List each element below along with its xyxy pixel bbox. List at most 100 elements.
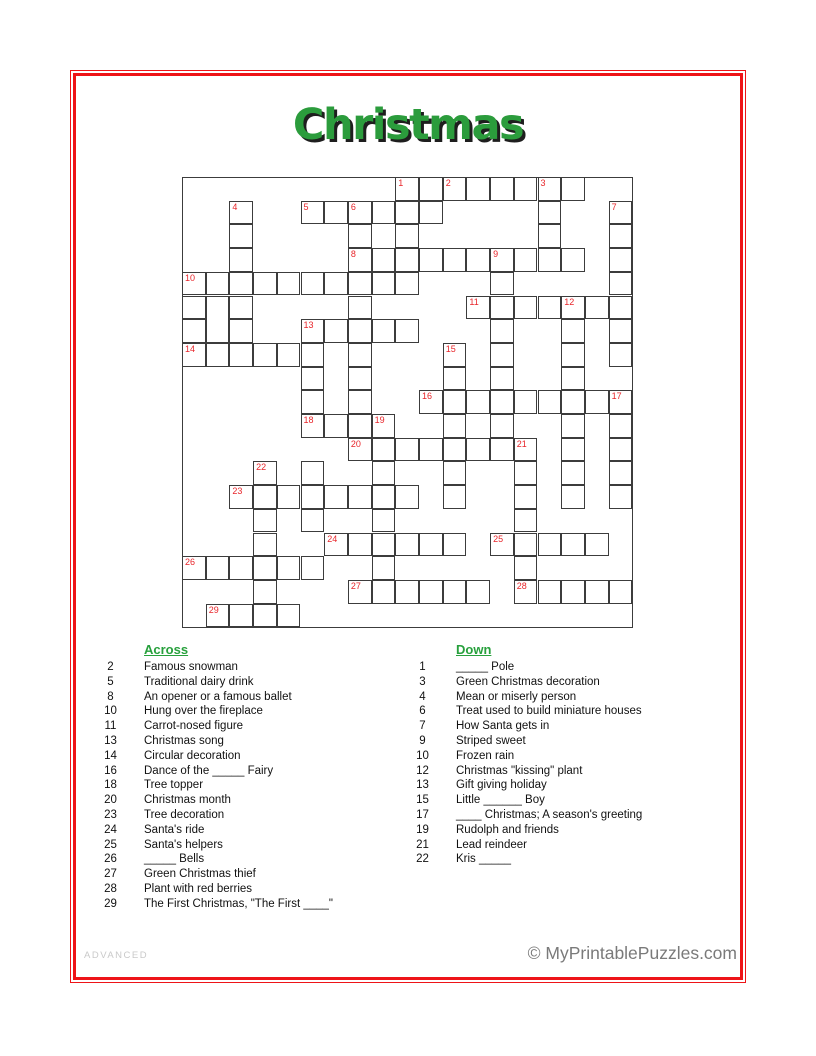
grid-cell[interactable] — [442, 248, 467, 272]
grid-cell[interactable]: 7 — [608, 200, 633, 225]
grid-cell[interactable] — [300, 485, 325, 509]
grid-cell[interactable] — [608, 485, 633, 509]
grid-cell[interactable] — [205, 295, 230, 343]
grid-cell[interactable] — [561, 390, 585, 414]
grid-cell[interactable] — [276, 485, 301, 509]
grid-cell[interactable] — [442, 366, 467, 391]
grid-cell[interactable] — [229, 603, 254, 628]
grid-cell[interactable] — [561, 579, 585, 604]
grid-cell[interactable]: 8 — [347, 248, 372, 272]
grid-cell[interactable]: 4 — [229, 200, 254, 225]
grid-cell[interactable] — [490, 177, 514, 201]
grid-cell[interactable] — [608, 414, 633, 438]
grid-cell[interactable] — [490, 342, 514, 367]
grid-cell[interactable] — [324, 319, 348, 343]
grid-cell[interactable] — [561, 461, 585, 486]
grid-cell[interactable] — [276, 556, 301, 580]
grid-cell[interactable] — [371, 437, 396, 462]
grid-cell[interactable]: 15 — [442, 342, 467, 367]
grid-cell[interactable]: 6 — [347, 200, 372, 225]
grid-cell[interactable] — [419, 579, 443, 604]
grid-cell[interactable] — [229, 319, 254, 343]
grid-cell[interactable]: 2 — [442, 177, 467, 201]
grid-cell[interactable] — [466, 390, 491, 414]
grid-cell[interactable] — [371, 271, 396, 296]
grid-cell[interactable]: 21 — [513, 437, 538, 462]
grid-cell[interactable] — [537, 248, 562, 272]
grid-cell[interactable] — [253, 603, 277, 628]
grid-cell[interactable] — [253, 532, 277, 557]
grid-cell[interactable] — [300, 271, 325, 296]
grid-cell[interactable]: 13 — [300, 319, 325, 343]
grid-cell[interactable] — [182, 319, 206, 343]
grid-cell[interactable] — [371, 461, 396, 486]
grid-cell[interactable] — [395, 200, 419, 225]
grid-cell[interactable]: 19 — [371, 414, 396, 438]
grid-cell[interactable] — [442, 414, 467, 438]
grid-cell[interactable]: 10 — [182, 271, 206, 296]
grid-cell[interactable] — [300, 342, 325, 367]
grid-cell[interactable] — [490, 366, 514, 391]
grid-cell[interactable] — [608, 437, 633, 462]
grid-cell[interactable] — [229, 271, 254, 296]
grid-cell[interactable] — [347, 485, 372, 509]
grid-cell[interactable] — [608, 461, 633, 486]
grid-cell[interactable] — [347, 532, 372, 557]
grid-cell[interactable] — [419, 177, 443, 201]
grid-cell[interactable] — [182, 295, 206, 320]
grid-cell[interactable]: 29 — [205, 603, 230, 628]
grid-cell[interactable] — [371, 508, 396, 533]
grid-cell[interactable] — [324, 414, 348, 438]
grid-cell[interactable] — [513, 248, 538, 272]
grid-cell[interactable] — [442, 437, 467, 462]
grid-cell[interactable] — [276, 271, 301, 296]
grid-cell[interactable] — [229, 295, 254, 320]
grid-cell[interactable] — [537, 200, 562, 225]
grid-cell[interactable] — [419, 532, 443, 557]
grid-cell[interactable] — [300, 508, 325, 533]
grid-cell[interactable] — [513, 556, 538, 580]
grid-cell[interactable] — [561, 319, 585, 343]
grid-cell[interactable] — [395, 579, 419, 604]
grid-cell[interactable] — [490, 390, 514, 414]
grid-cell[interactable] — [584, 295, 609, 320]
grid-cell[interactable] — [395, 248, 419, 272]
grid-cell[interactable] — [300, 556, 325, 580]
grid-cell[interactable] — [490, 437, 514, 462]
grid-cell[interactable] — [608, 319, 633, 343]
grid-cell[interactable]: 28 — [513, 579, 538, 604]
grid-cell[interactable] — [466, 437, 491, 462]
grid-cell[interactable] — [253, 556, 277, 580]
grid-cell[interactable] — [229, 248, 254, 272]
grid-cell[interactable] — [300, 366, 325, 391]
grid-cell[interactable]: 26 — [182, 556, 206, 580]
grid-cell[interactable]: 16 — [419, 390, 443, 414]
grid-cell[interactable] — [513, 532, 538, 557]
grid-cell[interactable] — [537, 390, 562, 414]
grid-cell[interactable] — [276, 603, 301, 628]
grid-cell[interactable] — [253, 342, 277, 367]
grid-cell[interactable] — [205, 342, 230, 367]
grid-cell[interactable] — [561, 342, 585, 367]
grid-cell[interactable]: 14 — [182, 342, 206, 367]
grid-cell[interactable] — [324, 485, 348, 509]
grid-cell[interactable]: 24 — [324, 532, 348, 557]
grid-cell[interactable] — [466, 579, 491, 604]
grid-cell[interactable] — [561, 366, 585, 391]
grid-cell[interactable] — [608, 248, 633, 272]
grid-cell[interactable]: 18 — [300, 414, 325, 438]
grid-cell[interactable] — [395, 437, 419, 462]
grid-cell[interactable] — [513, 485, 538, 509]
grid-cell[interactable]: 25 — [490, 532, 514, 557]
grid-cell[interactable] — [371, 248, 396, 272]
grid-cell[interactable]: 9 — [490, 248, 514, 272]
grid-cell[interactable] — [442, 390, 467, 414]
grid-cell[interactable] — [419, 248, 443, 272]
grid-cell[interactable] — [253, 579, 277, 604]
grid-cell[interactable] — [490, 295, 514, 320]
grid-cell[interactable] — [347, 295, 372, 320]
grid-cell[interactable] — [395, 532, 419, 557]
grid-cell[interactable] — [608, 224, 633, 249]
grid-cell[interactable]: 23 — [229, 485, 254, 509]
grid-cell[interactable] — [371, 532, 396, 557]
